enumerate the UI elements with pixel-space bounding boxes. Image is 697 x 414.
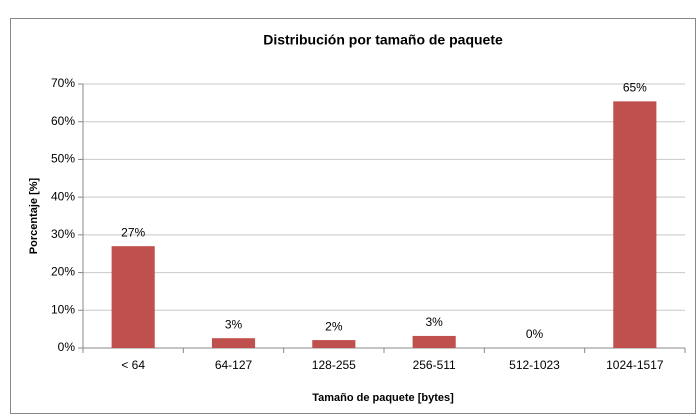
- bar: [412, 335, 456, 348]
- y-tick-label: 30%: [51, 227, 75, 241]
- data-label: 3%: [225, 317, 243, 331]
- y-tick-label: 60%: [51, 114, 75, 128]
- chart-border: [10, 18, 696, 414]
- y-tick-label: 40%: [51, 189, 75, 203]
- x-tick-label: 512-1023: [509, 358, 560, 372]
- x-tick-label: < 64: [121, 358, 145, 372]
- data-label: 0%: [526, 327, 544, 341]
- x-tick-label: 256-511: [413, 358, 456, 372]
- bar: [211, 338, 256, 348]
- data-label: 2%: [325, 319, 343, 333]
- y-tick-label: 70%: [51, 76, 75, 90]
- y-tick-label: 10%: [51, 302, 75, 316]
- y-tick-label: 0%: [58, 340, 76, 354]
- data-label: 27%: [121, 225, 145, 239]
- chart-title: Distribución por tamaño de paquete: [263, 32, 503, 48]
- x-axis-label: Tamaño de paquete [bytes]: [312, 392, 454, 404]
- y-tick-label: 50%: [51, 152, 75, 166]
- y-axis-label: Porcentaje [%]: [28, 177, 40, 254]
- bar: [111, 246, 155, 348]
- x-tick-label: 1024-1517: [606, 358, 664, 372]
- data-label: 3%: [425, 315, 443, 329]
- x-tick-label: 64-127: [215, 358, 253, 372]
- bar: [613, 101, 657, 348]
- y-tick-label: 20%: [51, 265, 75, 279]
- x-tick-label: 128-255: [312, 358, 356, 372]
- data-label: 65%: [623, 81, 647, 95]
- bar: [312, 340, 356, 348]
